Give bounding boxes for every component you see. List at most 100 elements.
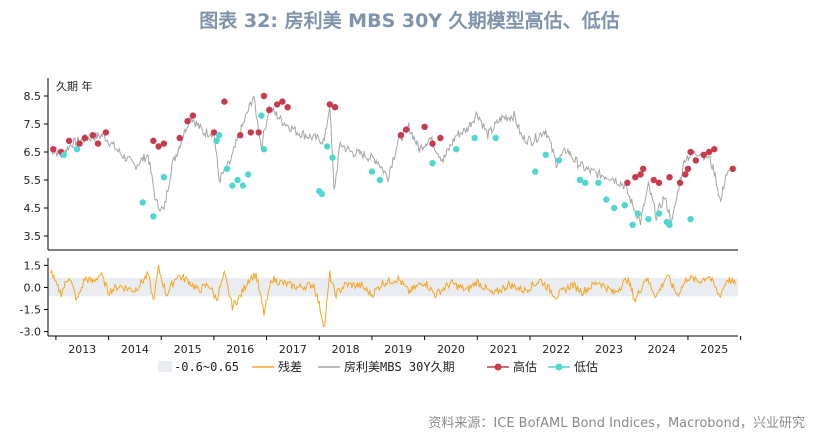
low-point xyxy=(139,199,147,206)
low-point xyxy=(621,202,628,209)
high-point xyxy=(255,129,262,136)
low-point xyxy=(160,174,168,181)
high-point xyxy=(160,140,168,147)
x-tick-label: 2020 xyxy=(437,343,465,356)
high-point xyxy=(94,140,102,147)
high-point xyxy=(729,165,736,172)
high-point xyxy=(50,146,57,153)
low-point xyxy=(595,179,602,186)
low-point xyxy=(687,216,694,223)
high-point xyxy=(429,140,436,147)
bottom-y-tick-label: -1.5 xyxy=(20,304,41,317)
x-tick-label: 2017 xyxy=(279,343,307,356)
high-point xyxy=(284,104,291,111)
low-point xyxy=(329,154,336,161)
high-point xyxy=(700,151,707,158)
low-point xyxy=(318,190,326,198)
low-point xyxy=(576,176,584,184)
top-y-tick-label: 8.5 xyxy=(24,90,42,103)
high-point xyxy=(655,179,663,186)
high-point xyxy=(650,176,657,184)
low-point xyxy=(244,171,252,178)
low-point xyxy=(73,146,81,153)
low-point xyxy=(429,160,436,167)
high-point xyxy=(687,148,694,156)
high-point xyxy=(237,132,244,139)
high-point xyxy=(102,129,110,136)
low-point xyxy=(582,179,589,186)
low-point xyxy=(634,210,642,217)
high-point xyxy=(279,98,286,105)
low-point xyxy=(666,221,673,228)
high-point xyxy=(150,137,157,144)
low-point xyxy=(532,168,539,175)
low-point xyxy=(260,146,268,153)
x-tick-label: 2016 xyxy=(226,343,254,356)
high-point xyxy=(711,146,718,153)
high-point xyxy=(65,137,73,144)
x-tick-label: 2019 xyxy=(384,343,412,356)
low-point xyxy=(555,157,563,164)
bottom-panel: 1.5 0.0 -1.5 -3.0 xyxy=(20,258,738,339)
high-point xyxy=(189,112,197,119)
x-tick-label: 2021 xyxy=(490,343,518,356)
high-point xyxy=(624,179,631,186)
top-y-axis-label: 久期 年 xyxy=(56,79,93,93)
low-point xyxy=(453,146,460,153)
low-point xyxy=(629,221,636,228)
low-point xyxy=(234,176,241,184)
high-point xyxy=(266,106,273,114)
legend-label-duration: 房利美MBS 30Y久期 xyxy=(344,359,455,374)
low-point xyxy=(258,112,265,119)
low-point xyxy=(229,182,236,189)
legend-swatch-high-dot xyxy=(494,363,502,371)
legend-label-high: 高估 xyxy=(513,359,537,374)
high-point xyxy=(273,101,281,108)
x-tick-label: 2024 xyxy=(648,343,676,356)
high-point xyxy=(221,98,228,105)
high-point xyxy=(260,92,268,100)
low-point xyxy=(471,134,478,142)
x-tick-label: 2018 xyxy=(332,343,360,356)
low-point xyxy=(645,216,652,223)
high-point xyxy=(176,134,183,142)
high-point xyxy=(326,101,333,108)
high-point xyxy=(81,134,89,142)
residual-series-line xyxy=(50,264,736,328)
high-point xyxy=(666,174,673,181)
low-point xyxy=(611,204,618,212)
high-point xyxy=(397,132,405,139)
top-y-tick-label: 7.5 xyxy=(24,118,42,131)
high-point xyxy=(155,143,162,150)
low-point xyxy=(213,137,220,144)
high-point xyxy=(692,157,700,164)
x-tick-label: 2023 xyxy=(595,343,623,356)
low-point xyxy=(368,168,376,175)
low-point xyxy=(239,182,247,189)
legend: -0.6~0.65 残差 房利美MBS 30Y久期 高估 低估 xyxy=(158,359,598,374)
legend-swatch-band xyxy=(158,361,172,372)
high-point xyxy=(402,126,410,133)
source-note: 资料来源：ICE BofAML Bond Indices，Macrobond，兴… xyxy=(428,416,805,431)
low-point xyxy=(492,134,499,142)
high-point xyxy=(89,132,96,139)
top-y-tick-label: 3.5 xyxy=(24,230,42,243)
high-point xyxy=(639,165,647,172)
low-point xyxy=(655,210,663,217)
x-tick-label: 2014 xyxy=(121,343,149,356)
low-point xyxy=(542,151,549,158)
low-point xyxy=(60,151,68,158)
x-tick-label: 2013 xyxy=(68,343,96,356)
high-point xyxy=(210,129,218,136)
x-tick-label: 2025 xyxy=(700,343,728,356)
high-point xyxy=(437,134,444,142)
bottom-y-tick-label: 0.0 xyxy=(24,281,42,294)
top-y-tick-label: 4.5 xyxy=(24,202,42,215)
high-point xyxy=(637,171,644,178)
bottom-y-tick-label: 1.5 xyxy=(24,259,42,272)
legend-label-residual: 残差 xyxy=(278,360,302,374)
high-point xyxy=(331,104,339,111)
duration-series-line xyxy=(50,95,734,226)
x-axis: 2013 2014 2015 2016 2017 2018 2019 2020 2021 2022… xyxy=(55,336,742,356)
top-panel: 3.5 4.5 5.5 6.5 7.5 8.5 久期 年 xyxy=(24,78,738,251)
